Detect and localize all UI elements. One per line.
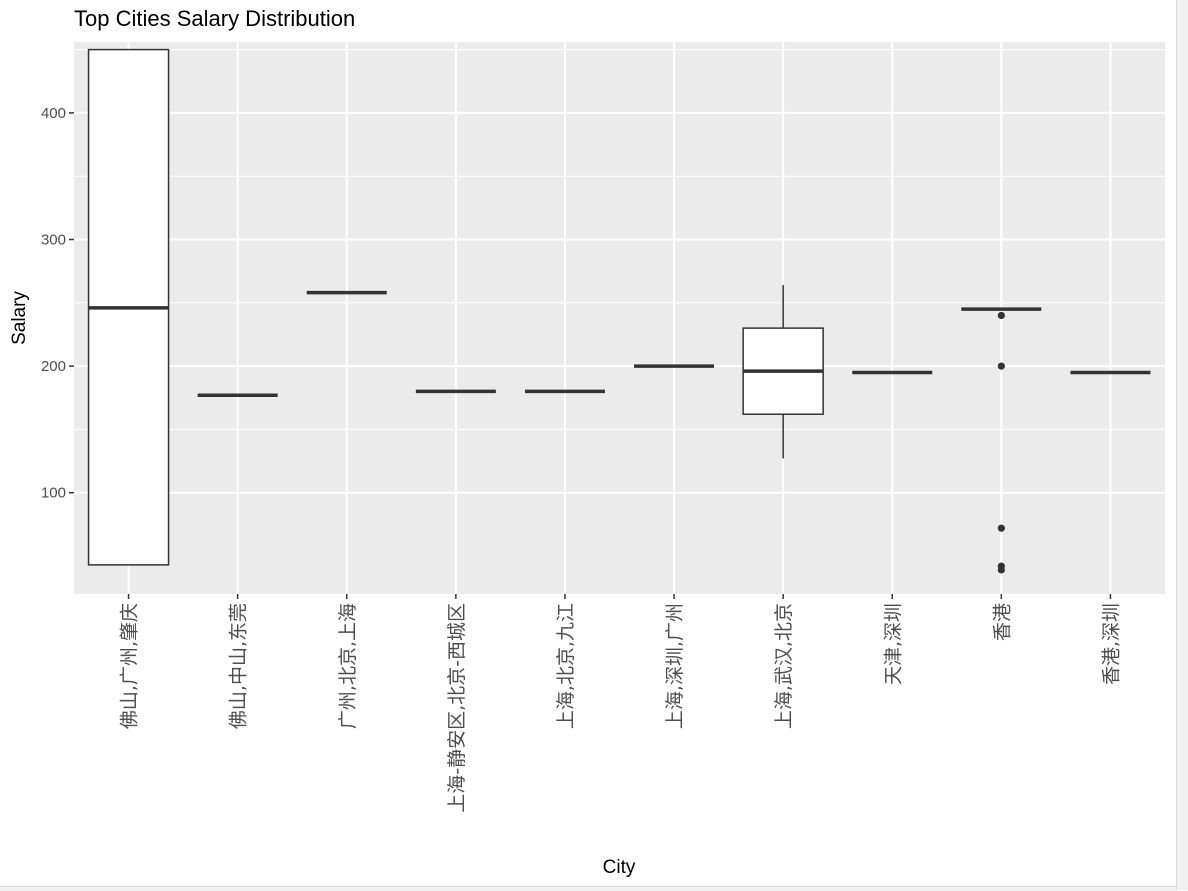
outlier-point [997,566,1005,574]
boxplot-1 [87,48,170,566]
y-tick-label: 300 [41,232,66,249]
outlier-point [997,362,1005,370]
x-tick-label: 上海,深圳,广州 [664,603,686,729]
outlier-point [997,524,1005,532]
x-tick-label: 佛山,广州,肇庆 [119,603,141,729]
boxplots [87,48,1151,574]
plot-panel [74,42,1165,594]
boxplot-7 [742,285,824,459]
y-axis-title: Salary [9,291,30,345]
boxplot-9 [961,307,1042,574]
x-tick-label: 上海,武汉,北京 [773,603,795,729]
y-tick-label: 200 [41,358,66,375]
x-tick-label: 上海-静安区,北京-西城区 [446,603,468,813]
x-tick-label: 天津,深圳 [882,603,904,685]
y-tick-label: 400 [41,105,66,122]
window-frame-right [1176,0,1188,890]
chart-title: Top Cities Salary Distribution [74,6,355,31]
outlier-point [997,311,1005,320]
x-tick-label: 广州,北京,上海 [337,603,359,729]
x-axis-title: City [603,857,636,878]
axes: 100 200 300 400 佛山,广州,肇庆 佛山,中山,东莞 广州,北京,上海 上海-静… [41,105,1122,813]
x-tick-label: 香港 [991,603,1013,641]
x-tick-label: 佛山,中山,东莞 [228,603,250,729]
x-tick-label: 上海,北京,九江 [555,603,577,729]
window-frame-bottom [0,886,1176,891]
y-tick-label: 100 [41,485,66,502]
x-tick-label: 香港,深圳 [1100,603,1122,685]
